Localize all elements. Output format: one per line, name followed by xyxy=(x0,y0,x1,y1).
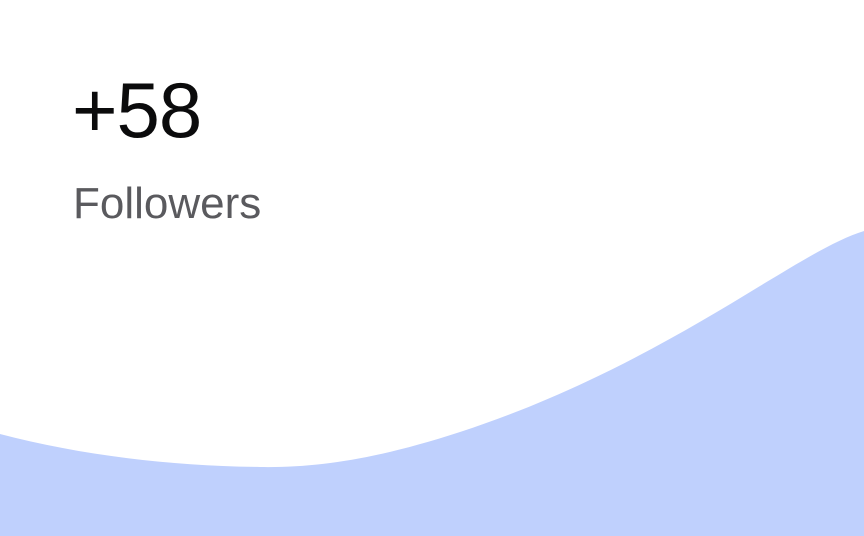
metric-value: +58 xyxy=(72,66,202,154)
trend-wave-area xyxy=(0,231,864,536)
metric-label: Followers xyxy=(73,179,262,228)
